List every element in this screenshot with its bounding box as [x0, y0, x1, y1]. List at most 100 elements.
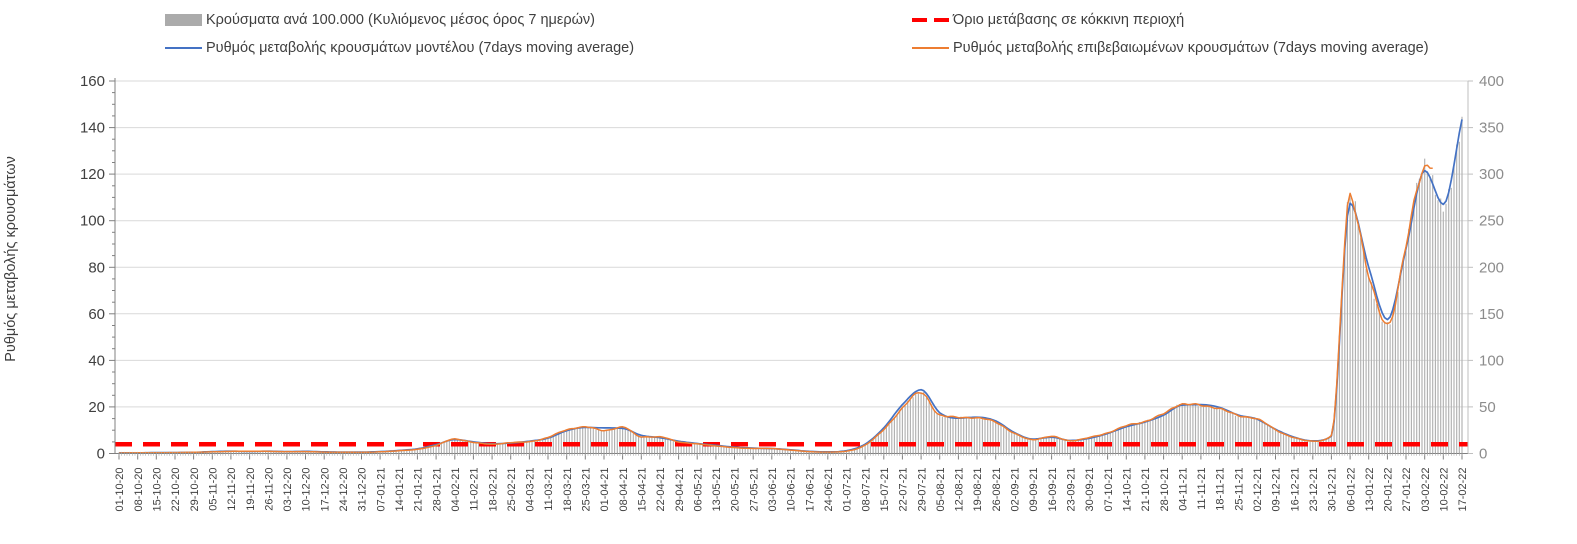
- legend-label-model-rate: Ρυθμός μεταβολής κρουσμάτων μοντέλου (7d…: [206, 40, 635, 56]
- y-left-tick-label: 0: [97, 446, 105, 463]
- x-tick-label: 15-04-21: [637, 468, 649, 512]
- x-tick-label: 11-03-21: [543, 468, 555, 511]
- x-tick-label: 22-10-20: [170, 468, 182, 512]
- legend-item-model-rate: Ρυθμός μεταβολής κρουσμάτων μοντέλου (7d…: [165, 39, 634, 57]
- x-tick-label: 26-11-20: [263, 468, 275, 511]
- x-tick-label: 14-10-21: [1122, 468, 1134, 512]
- x-tick-label: 16-12-21: [1289, 468, 1301, 512]
- x-tick-label: 10-02-22: [1439, 468, 1451, 512]
- y-right-tick-label: 50: [1479, 399, 1496, 416]
- x-tick-label: 31-12-20: [357, 468, 369, 512]
- x-tick-label: 16-09-21: [1047, 468, 1059, 512]
- x-tick-label: 10-12-20: [301, 468, 313, 512]
- x-tick-label: 01-10-20: [114, 468, 126, 512]
- x-tick-label: 19-11-20: [245, 468, 257, 511]
- x-tick-label: 15-07-21: [879, 468, 891, 512]
- y-left-tick-label: 60: [88, 306, 105, 323]
- x-tick-label: 22-07-21: [898, 468, 910, 512]
- x-tick-label: 06-05-21: [692, 468, 704, 512]
- x-tick-label: 25-03-21: [581, 468, 593, 512]
- legend-item-confirmed-rate: Ρυθμός μεταβολής επιβεβαιωμένων κρουσμάτ…: [912, 39, 1429, 57]
- x-tick-label: 01-04-21: [599, 468, 611, 512]
- x-tick-label: 08-10-20: [133, 468, 145, 512]
- x-tick-label: 27-05-21: [748, 468, 760, 512]
- y-right-tick-label: 150: [1479, 306, 1504, 323]
- x-tick-label: 12-11-20: [226, 468, 238, 511]
- y-right-tick-label: 0: [1479, 446, 1487, 463]
- x-tick-label: 22-04-21: [655, 468, 667, 512]
- x-tick-label: 03-12-20: [282, 468, 294, 512]
- x-tick-label: 11-02-21: [469, 468, 481, 511]
- x-tick-label: 01-07-21: [842, 468, 854, 512]
- x-tick-label: 20-05-21: [730, 468, 742, 512]
- bar-swatch-icon: [165, 14, 202, 26]
- legend-label-threshold: Όριο μετάβασης σε κόκκινη περιοχή: [953, 12, 1185, 28]
- legend-label-confirmed-rate: Ρυθμός μεταβολής επιβεβαιωμένων κρουσμάτ…: [953, 40, 1429, 56]
- red-dash-swatch-icon: [912, 17, 949, 23]
- x-tick-label: 04-02-21: [450, 468, 462, 512]
- x-tick-label: 13-05-21: [711, 468, 723, 512]
- x-tick-label: 18-02-21: [487, 468, 499, 512]
- x-tick-label: 06-01-22: [1345, 468, 1357, 512]
- x-tick-label: 17-06-21: [804, 468, 816, 512]
- x-tick-label: 17-02-22: [1457, 468, 1469, 512]
- x-tick-label: 25-02-21: [506, 468, 518, 512]
- x-tick-label: 14-01-21: [394, 468, 406, 512]
- x-tick-label: 29-07-21: [916, 468, 928, 512]
- confirmed-line: [119, 164, 1433, 454]
- x-tick-label: 08-04-21: [618, 468, 630, 512]
- y-left-tick-label: 160: [80, 73, 105, 90]
- x-tick-label: 04-03-21: [525, 468, 537, 512]
- x-tick-label: 11-11-21: [1196, 468, 1208, 510]
- y-left-tick-label: 20: [88, 399, 105, 416]
- x-tick-label: 23-09-21: [1066, 468, 1078, 512]
- y-right-tick-label: 300: [1479, 166, 1504, 183]
- x-tick-label: 29-10-20: [189, 468, 201, 512]
- x-tick-label: 02-12-21: [1252, 468, 1264, 512]
- x-tick-label: 30-12-21: [1327, 468, 1339, 512]
- x-tick-label: 04-11-21: [1177, 468, 1189, 511]
- x-tick-label: 28-01-21: [431, 468, 443, 512]
- orange-line-swatch-icon: [912, 46, 949, 50]
- y-left-tick-label: 120: [80, 166, 105, 183]
- x-tick-label: 30-09-21: [1084, 468, 1096, 512]
- x-tick-label: 05-11-20: [208, 468, 220, 511]
- x-tick-label: 25-11-21: [1233, 468, 1245, 511]
- x-tick-label: 15-10-20: [152, 468, 164, 512]
- x-tick-label: 02-09-21: [1010, 468, 1022, 512]
- legend-item-cases: Κρούσματα ανά 100.000 (Κυλιόμενος μέσος …: [165, 11, 595, 29]
- x-tick-label: 27-01-22: [1401, 468, 1413, 512]
- x-tick-label: 03-06-21: [767, 468, 779, 512]
- y-right-tick-label: 250: [1479, 213, 1504, 230]
- y-right-tick-label: 200: [1479, 259, 1504, 276]
- x-tick-label: 20-01-22: [1383, 468, 1395, 512]
- x-tick-label: 29-04-21: [674, 468, 686, 512]
- x-tick-label: 21-10-21: [1140, 468, 1152, 512]
- legend-label-cases: Κρούσματα ανά 100.000 (Κυλιόμενος μέσος …: [206, 12, 596, 28]
- x-tick-label: 17-12-20: [319, 468, 331, 512]
- y-left-tick-label: 140: [80, 120, 105, 137]
- x-tick-label: 24-12-20: [338, 468, 350, 512]
- x-tick-label: 05-08-21: [935, 468, 947, 512]
- model-line: [119, 119, 1463, 454]
- y-left-tick-label: 40: [88, 352, 105, 369]
- y-left-tick-label: 100: [80, 213, 105, 230]
- x-tick-label: 09-09-21: [1028, 468, 1040, 512]
- x-tick-label: 24-06-21: [823, 468, 835, 512]
- x-tick-label: 09-12-21: [1271, 468, 1283, 512]
- x-tick-label: 19-08-21: [972, 468, 984, 512]
- x-tick-label: 18-03-21: [562, 468, 574, 512]
- y-right-tick-label: 400: [1479, 73, 1504, 90]
- x-tick-label: 26-08-21: [991, 468, 1003, 512]
- x-daily-ticks: [118, 451, 1463, 456]
- x-tick-label: 12-08-21: [954, 468, 966, 512]
- y-right-tick-label: 100: [1479, 352, 1504, 369]
- y-left-tick-label: 80: [88, 259, 105, 276]
- x-tick-label: 08-07-21: [860, 468, 872, 512]
- y-right-tick-label: 350: [1479, 120, 1504, 137]
- x-tick-label: 23-12-21: [1308, 468, 1320, 512]
- x-tick-label: 13-01-22: [1364, 468, 1376, 512]
- x-tick-label: 03-02-22: [1420, 468, 1432, 512]
